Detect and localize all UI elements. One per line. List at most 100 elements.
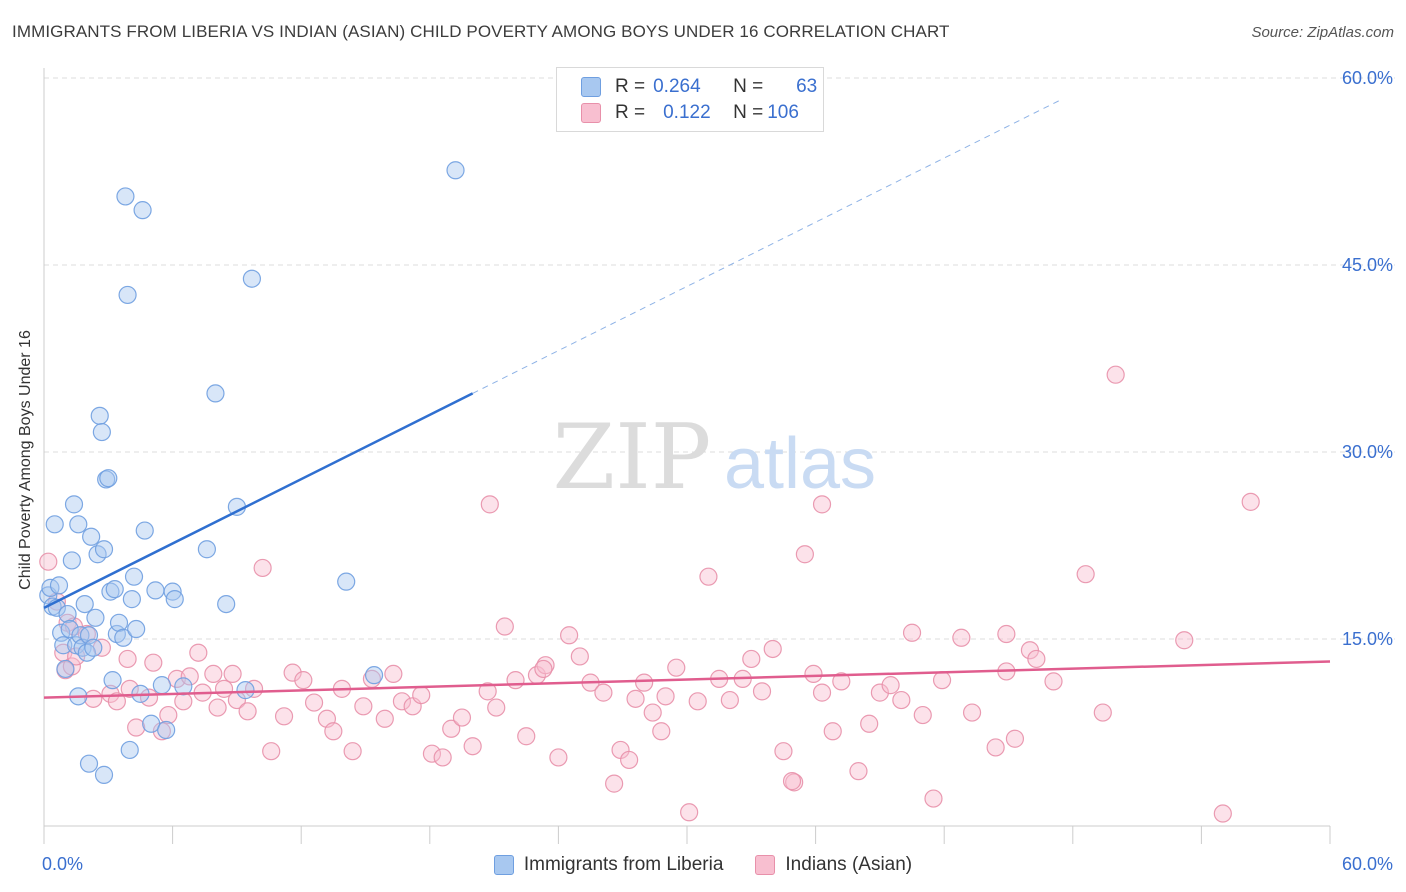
legend-item-liberia[interactable]: Immigrants from Liberia — [493, 854, 723, 876]
indians-point — [1213, 804, 1232, 823]
indians-point — [849, 762, 868, 781]
watermark-zip: ZIP — [553, 405, 712, 510]
indians-point — [804, 664, 823, 684]
indians-point — [667, 658, 686, 677]
indians-point — [204, 664, 223, 684]
liberia-point — [58, 604, 77, 624]
indians-point — [656, 687, 675, 706]
legend-item-indians[interactable]: Indians (Asian) — [755, 854, 912, 876]
indians-point — [752, 682, 772, 701]
indians-point — [1005, 729, 1025, 748]
indians-point — [452, 708, 472, 727]
liberia-point — [49, 576, 69, 595]
indians-point — [742, 649, 761, 669]
liberia-legend-swatch — [493, 855, 514, 875]
liberia-point — [45, 515, 64, 534]
liberia-point — [152, 676, 171, 695]
liberia-point — [56, 659, 75, 679]
indians-point — [384, 664, 403, 684]
indians-point — [902, 623, 922, 642]
indians-point — [881, 676, 900, 695]
indians-point — [463, 737, 482, 756]
indians-point — [127, 718, 146, 737]
r-value: 0.264 — [653, 76, 701, 97]
liberia-point — [157, 720, 176, 740]
indians-point — [986, 738, 1005, 757]
indians-point — [620, 750, 639, 770]
grid-lines — [44, 77, 1395, 640]
indians-point — [549, 748, 568, 767]
bottom-legend: Immigrants from Liberia Indians (Asian) — [0, 852, 1406, 878]
indians-point — [274, 707, 294, 726]
indians-point — [680, 803, 699, 822]
indians-point — [283, 663, 302, 682]
indians-point — [262, 742, 281, 761]
indians-trend-line — [43, 660, 1331, 699]
indians-point — [159, 705, 178, 725]
indians-point — [433, 748, 452, 767]
indians-point — [180, 667, 199, 686]
liberia-point — [105, 580, 124, 599]
liberia-point — [92, 422, 111, 442]
indians-point — [997, 624, 1016, 644]
indians-point — [795, 545, 814, 564]
liberia-point — [127, 619, 146, 639]
indians-point — [1106, 365, 1125, 384]
indians-point — [304, 693, 324, 712]
watermark-atlas: atlas — [724, 424, 876, 504]
indians-point — [534, 659, 553, 679]
indians-point — [422, 744, 442, 763]
indians-point — [101, 684, 120, 703]
indians-point — [118, 649, 137, 669]
indians-point — [860, 714, 879, 733]
indians-point — [517, 727, 536, 746]
liberia-point — [94, 765, 114, 784]
indians-point — [354, 697, 373, 716]
liberia-point — [84, 638, 103, 657]
trend-lines — [43, 98, 1331, 699]
indians-point — [924, 789, 943, 808]
liberia-point — [337, 572, 356, 591]
liberia-point — [69, 515, 88, 534]
legend-label-indians: Indians (Asian) — [785, 854, 913, 875]
indians-point — [375, 709, 394, 728]
n-value: 106 — [767, 102, 799, 123]
liberia-point — [242, 269, 262, 288]
indians-point — [412, 685, 431, 705]
liberia-point — [217, 594, 236, 614]
series-indians-asian — [39, 365, 1260, 823]
n-label: N = — [733, 102, 764, 123]
indians-point — [594, 683, 613, 702]
y-tick-label: 60.0% — [1342, 68, 1393, 88]
indians-point — [39, 552, 58, 571]
indians-point — [635, 673, 654, 692]
indians-point — [107, 692, 126, 711]
liberia-point — [236, 681, 255, 700]
indians-point — [442, 719, 461, 738]
indians-swatch — [581, 103, 601, 123]
indians-point — [189, 643, 208, 662]
liberia-point — [75, 594, 94, 614]
indians-point — [652, 722, 671, 741]
indians-point — [720, 690, 739, 710]
chart-title: IMMIGRANTS FROM LIBERIA VS INDIAN (ASIAN… — [12, 22, 950, 41]
indians-point — [570, 647, 589, 666]
liberia-point — [124, 567, 144, 586]
liberia-point — [118, 285, 137, 305]
series-liberia — [39, 161, 465, 784]
indians-point — [487, 698, 506, 717]
indians-point — [626, 689, 645, 708]
indians-point — [823, 722, 842, 741]
stats-legend: R = 0.264 N = 63 R = 0.122 N = 106 — [556, 67, 824, 132]
indians-point — [343, 742, 362, 761]
liberia-point — [114, 628, 133, 647]
indians-point — [480, 495, 499, 514]
n-value: 63 — [796, 76, 818, 97]
liberia-point — [94, 540, 114, 559]
tick-labels: 15.0% 30.0% 45.0% 60.0% 0.0% 60.0% — [42, 68, 1393, 874]
indians-point — [1076, 565, 1095, 584]
indians-point — [892, 690, 911, 710]
liberia-point — [122, 590, 141, 609]
liberia-point — [364, 666, 384, 685]
